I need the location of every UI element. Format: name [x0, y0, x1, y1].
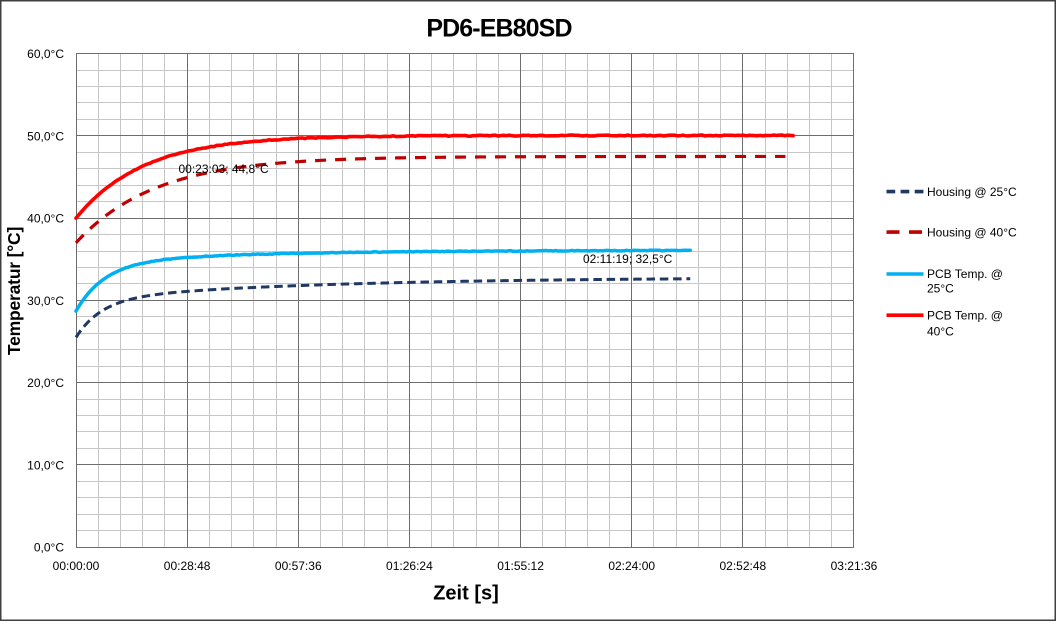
svg-text:00:28:48: 00:28:48	[164, 559, 211, 573]
svg-text:00:57:36: 00:57:36	[275, 559, 322, 573]
svg-text:PD6-EB80SD: PD6-EB80SD	[426, 15, 571, 43]
svg-text:25°C: 25°C	[927, 282, 954, 296]
svg-text:00:00:00: 00:00:00	[53, 559, 100, 573]
svg-text:Housing @ 25°C: Housing @ 25°C	[927, 185, 1017, 199]
svg-text:02:24:00: 02:24:00	[608, 559, 655, 573]
svg-text:10,0°C: 10,0°C	[27, 458, 64, 472]
svg-text:PCB Temp. @: PCB Temp. @	[927, 267, 1003, 281]
svg-text:03:21:36: 03:21:36	[831, 559, 878, 573]
svg-text:40,0°C: 40,0°C	[27, 212, 64, 226]
svg-text:Zeit [s]: Zeit [s]	[433, 583, 499, 605]
svg-text:PCB Temp. @: PCB Temp. @	[927, 308, 1003, 322]
svg-text:01:55:12: 01:55:12	[497, 559, 544, 573]
svg-text:60,0°C: 60,0°C	[27, 47, 64, 61]
svg-text:40°C: 40°C	[927, 325, 954, 339]
svg-text:Temperatur [°C]: Temperatur [°C]	[4, 227, 24, 355]
svg-text:20,0°C: 20,0°C	[27, 376, 64, 390]
svg-text:02:52:48: 02:52:48	[719, 559, 766, 573]
svg-text:Housing @ 40°C: Housing @ 40°C	[927, 225, 1017, 239]
svg-text:50,0°C: 50,0°C	[27, 129, 64, 143]
svg-text:0,0°C: 0,0°C	[34, 541, 64, 555]
svg-text:00:23:03; 44,8°C: 00:23:03; 44,8°C	[179, 162, 270, 176]
svg-text:02:11:19; 32,5°C: 02:11:19; 32,5°C	[583, 252, 673, 266]
svg-text:30,0°C: 30,0°C	[27, 294, 64, 308]
svg-text:01:26:24: 01:26:24	[386, 559, 433, 573]
